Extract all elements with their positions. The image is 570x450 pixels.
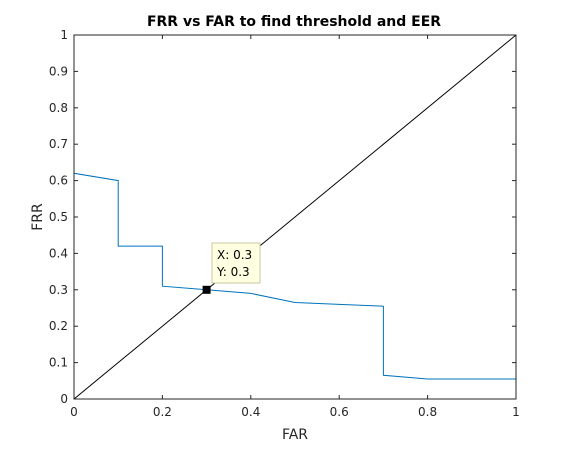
y-tick-label: 0.7 (49, 137, 68, 151)
y-tick-label: 1 (60, 28, 68, 42)
y-axis-label: FRR (30, 203, 46, 231)
x-axis-label: FAR (282, 427, 308, 443)
y-tick-label: 0.3 (49, 283, 68, 297)
y-tick-label: 0.9 (49, 64, 68, 78)
y-tick-label: 0.4 (49, 246, 68, 260)
x-tick-label: 0 (70, 405, 78, 419)
y-tick-label: 0.1 (49, 356, 68, 370)
y-tick-label: 0.6 (49, 174, 68, 188)
chart-title: FRR vs FAR to find threshold and EER (147, 14, 441, 30)
y-tick-label: 0.5 (49, 210, 68, 224)
x-tick-label: 0.4 (241, 405, 260, 419)
series-line-0 (73, 35, 517, 399)
eer-marker[interactable] (202, 285, 211, 294)
marker-layer (202, 285, 211, 294)
y-axis-ticks: 0 0.1 0.2 0.3 0.4 0.5 0.6 0.7 0.8 0.9 1 (49, 28, 516, 406)
data-tip-box (211, 242, 261, 284)
data-tip-x-text: X: 0.3 (217, 248, 252, 262)
x-tick-label: 1 (512, 405, 520, 419)
x-axis-ticks: 0 0.2 0.4 0.6 0.8 1 (70, 35, 520, 419)
series-layer (73, 34, 517, 400)
x-tick-label: 0.2 (153, 405, 172, 419)
y-tick-label: 0 (60, 392, 68, 406)
data-tip[interactable]: X: 0.3 Y: 0.3 (211, 242, 261, 284)
y-tick-label: 0.8 (49, 101, 68, 115)
data-tip-y-text: Y: 0.3 (216, 265, 250, 279)
x-tick-label: 0.8 (418, 405, 437, 419)
series-line-1 (73, 34, 517, 400)
y-tick-label: 0.2 (49, 319, 68, 333)
x-tick-label: 0.6 (330, 405, 349, 419)
